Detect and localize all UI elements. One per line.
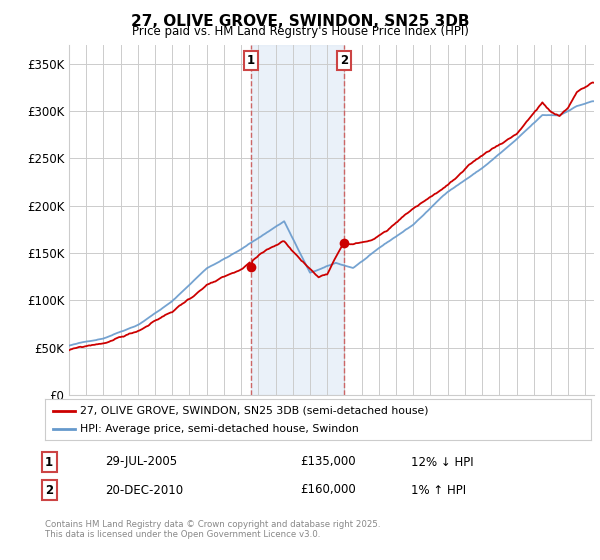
Text: 27, OLIVE GROVE, SWINDON, SN25 3DB: 27, OLIVE GROVE, SWINDON, SN25 3DB [131,14,469,29]
Text: £135,000: £135,000 [300,455,356,469]
Text: 1: 1 [247,54,255,67]
Text: 1% ↑ HPI: 1% ↑ HPI [411,483,466,497]
Text: 27, OLIVE GROVE, SWINDON, SN25 3DB (semi-detached house): 27, OLIVE GROVE, SWINDON, SN25 3DB (semi… [80,405,429,416]
Text: Contains HM Land Registry data © Crown copyright and database right 2025.
This d: Contains HM Land Registry data © Crown c… [45,520,380,539]
Bar [251,45,344,395]
Text: 1: 1 [45,455,53,469]
Text: 2: 2 [45,483,53,497]
Text: Price paid vs. HM Land Registry's House Price Index (HPI): Price paid vs. HM Land Registry's House … [131,25,469,38]
Text: 12% ↓ HPI: 12% ↓ HPI [411,455,473,469]
Text: 29-JUL-2005: 29-JUL-2005 [105,455,177,469]
Text: 2: 2 [340,54,348,67]
Text: £160,000: £160,000 [300,483,356,497]
Text: HPI: Average price, semi-detached house, Swindon: HPI: Average price, semi-detached house,… [80,424,359,434]
Text: 20-DEC-2010: 20-DEC-2010 [105,483,183,497]
